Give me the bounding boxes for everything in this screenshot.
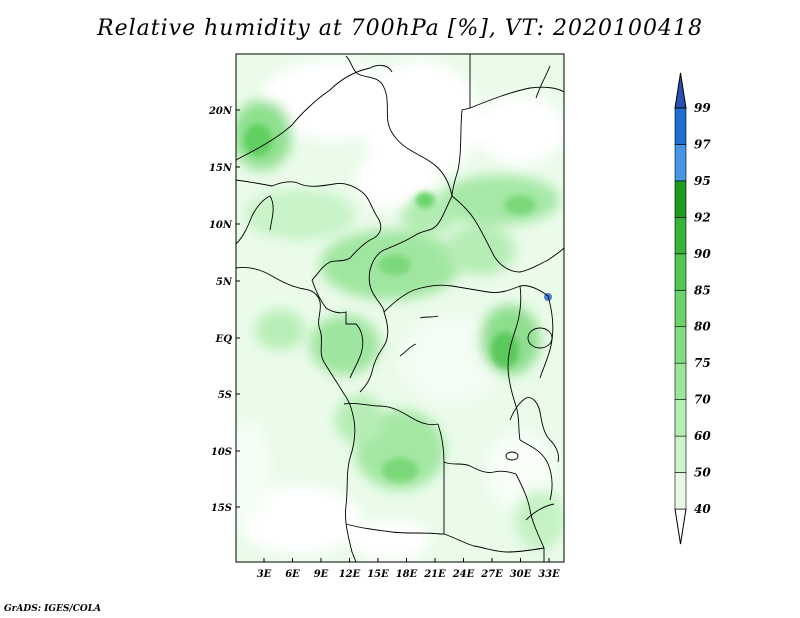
colorbar-level-label: 92: [694, 210, 711, 224]
colorbar-overflow: [674, 72, 687, 109]
map-frame: [235, 53, 565, 563]
colorbar-level-label: 85: [694, 283, 711, 297]
lat-tick-label: 5N: [216, 277, 233, 288]
lon-tick-label: 27E: [480, 569, 503, 580]
colorbar-level-label: 99: [694, 101, 711, 115]
colorbar-segment: [674, 180, 687, 218]
lon-tick-label: 33E: [538, 569, 560, 580]
colorbar-level-label: 70: [694, 393, 711, 407]
lon-tick-label: 3E: [257, 569, 272, 580]
humidity-field: [236, 54, 564, 562]
lon-tick-label: 15E: [367, 569, 389, 580]
colorbar-segment: [674, 326, 687, 364]
lat-tick-label: 15S: [211, 503, 232, 514]
colorbar-level-label: 50: [694, 466, 711, 480]
lon-tick-label: 21E: [423, 569, 446, 580]
colorbar-level-label: 90: [694, 247, 711, 261]
colorbar: 40 50 60 70 75 80 85 90 92 95 97 99: [674, 72, 711, 545]
chart-title: Relative humidity at 700hPa [%], VT: 202…: [97, 16, 703, 41]
colorbar-segment: [674, 107, 687, 145]
lon-tick-label: 18E: [396, 569, 418, 580]
lon-tick-label: 6E: [285, 569, 300, 580]
lon-tick-label: 9E: [314, 569, 329, 580]
colorbar-level-label: 95: [694, 174, 711, 188]
colorbar-segment: [674, 144, 687, 182]
lat-tick-label: EQ: [215, 334, 233, 345]
colorbar-segment: [674, 472, 687, 510]
lat-tick-label: 5S: [218, 390, 232, 401]
colorbar-segment: [674, 435, 687, 473]
country-borders: [236, 54, 564, 562]
colorbar-segment: [674, 253, 687, 291]
lon-tick-label: 30E: [510, 569, 532, 580]
lat-tick-label: 10N: [209, 220, 233, 231]
colorbar-segment: [674, 289, 687, 328]
colorbar-level-label: 60: [694, 429, 711, 443]
longitude-axis: 3E 6E 9E 12E 15E 18E 21E 24E 27E 30E 33E: [257, 558, 560, 580]
lon-tick-label: 24E: [452, 569, 475, 580]
grads-credit: GrADS: IGES/COLA: [4, 604, 102, 614]
lon-tick-label: 12E: [339, 569, 361, 580]
colorbar-level-label: 75: [694, 356, 711, 370]
colorbar-level-label: 97: [694, 137, 711, 151]
lat-tick-label: 20N: [208, 106, 233, 117]
lat-tick-label: 15N: [209, 163, 233, 174]
lat-tick-label: 10S: [211, 447, 232, 458]
latitude-axis: 20N 15N 10N 5N EQ 5S 10S 15S: [208, 106, 240, 514]
colorbar-segment: [674, 217, 687, 255]
colorbar-segment: [674, 399, 687, 437]
colorbar-segment: [674, 362, 687, 400]
colorbar-level-label: 40: [694, 502, 711, 516]
colorbar-underflow: [674, 508, 687, 545]
colorbar-level-label: 80: [694, 320, 711, 334]
